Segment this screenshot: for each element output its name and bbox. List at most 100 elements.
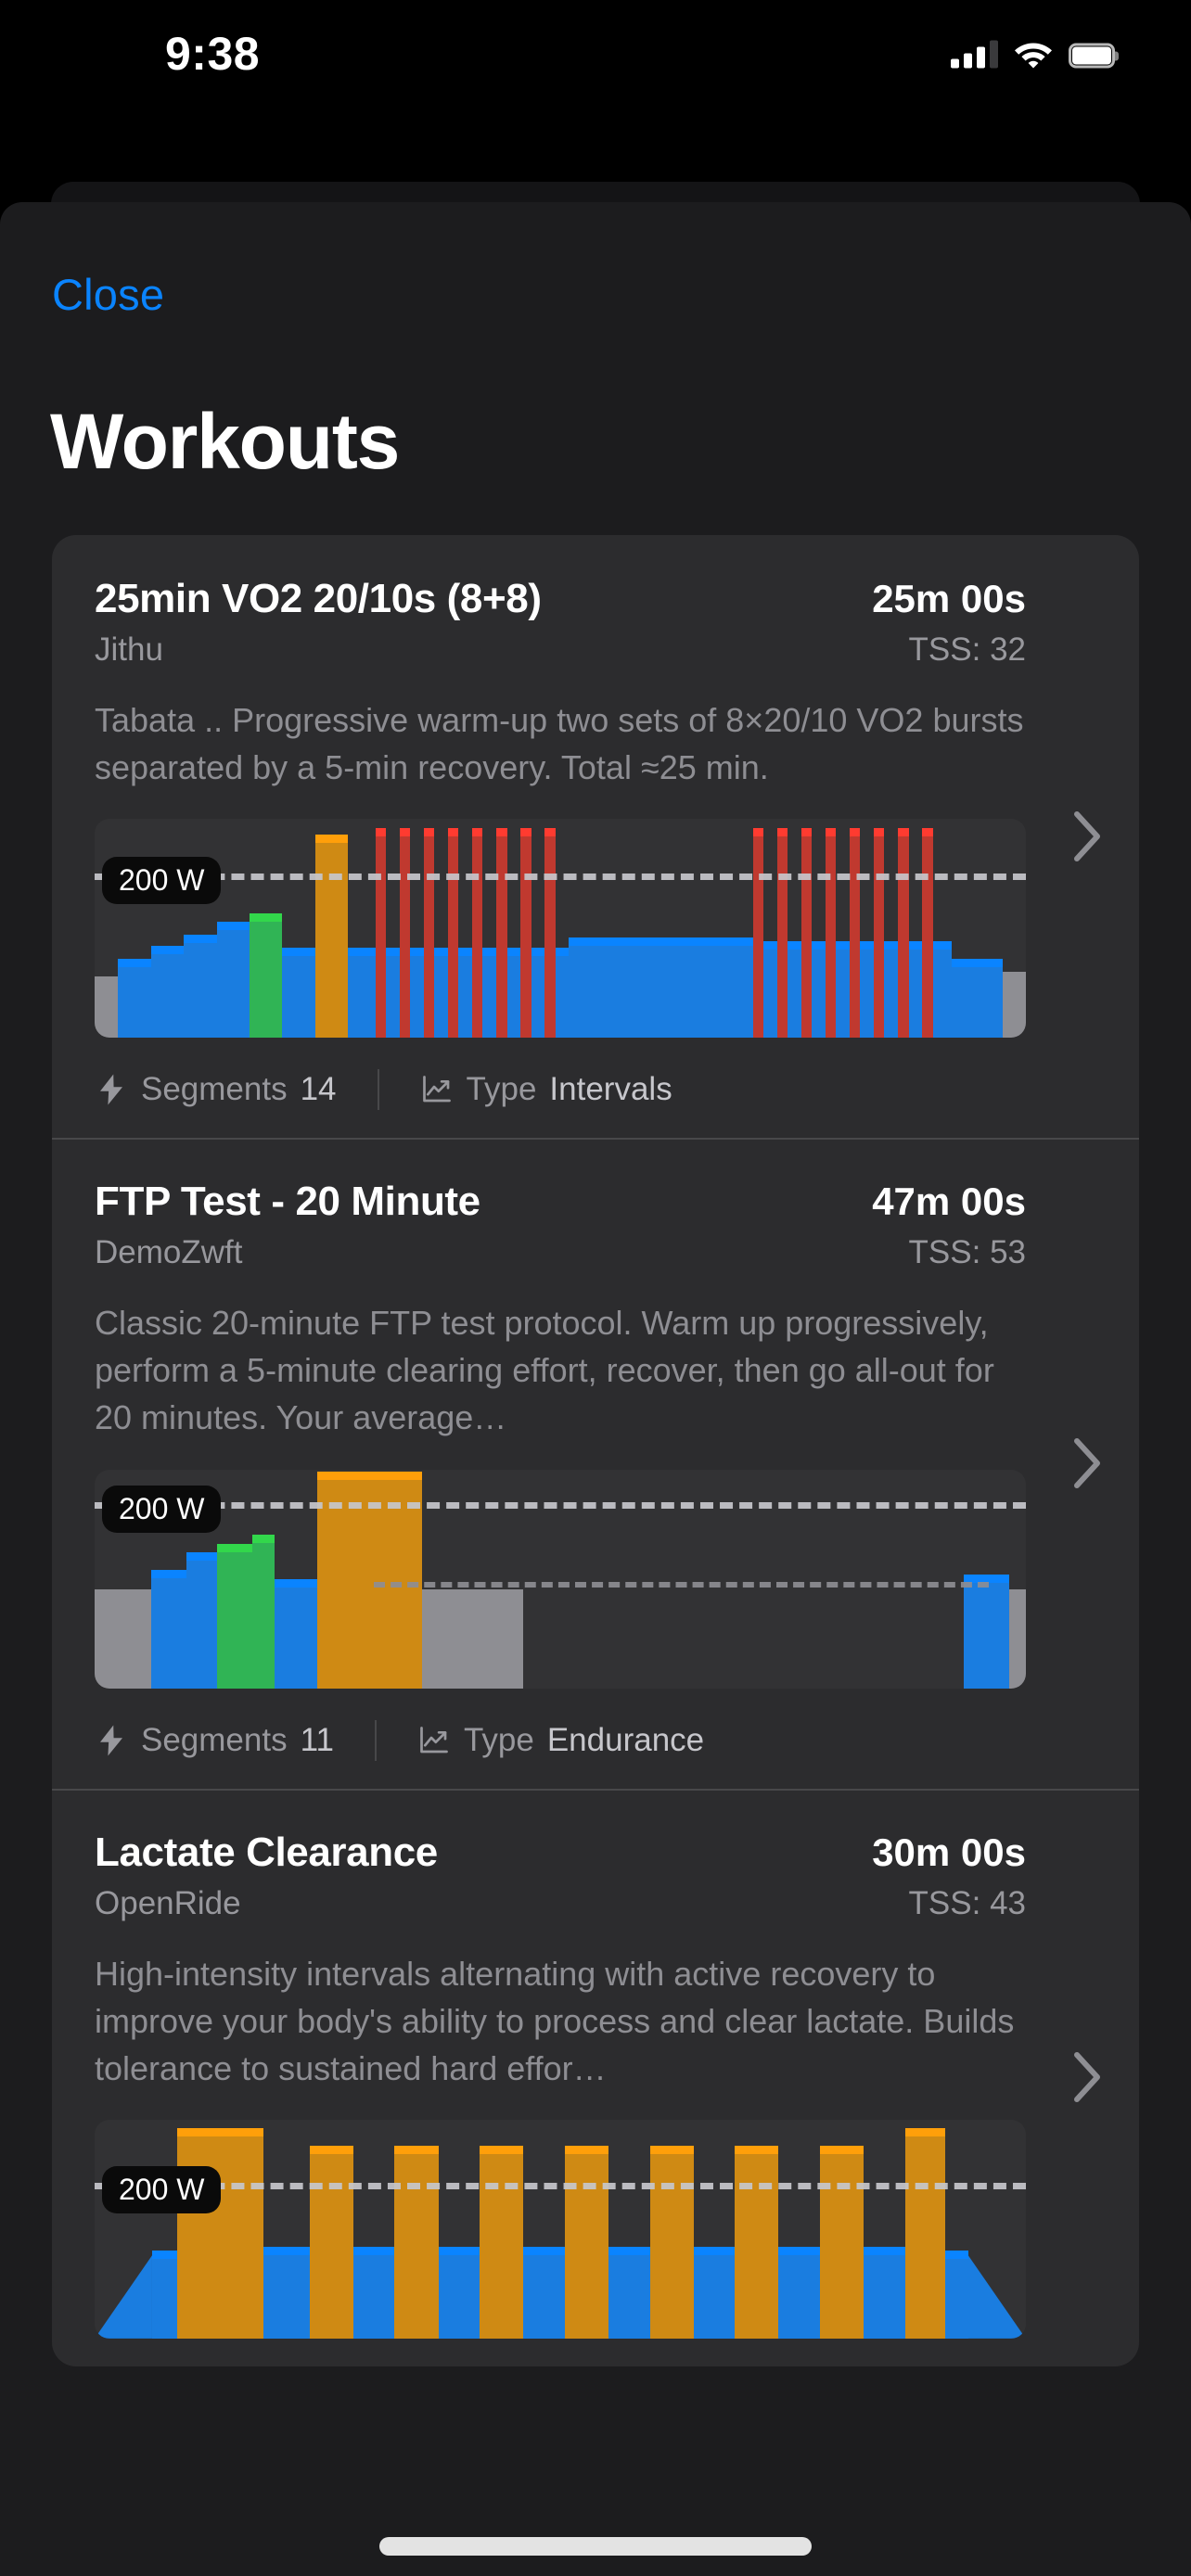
chart-bar	[150, 819, 185, 1039]
chart-bar	[873, 819, 885, 1039]
workout-row[interactable]: FTP Test - 20 Minute 47m 00s DemoZwft TSS: …	[52, 1138, 1139, 1788]
chart-bar	[898, 819, 909, 1039]
chart-bar	[932, 819, 953, 1039]
chart-bar	[884, 819, 899, 1039]
workout-tss: TSS: 43	[908, 1884, 1026, 1921]
type-meta: Type Intervals	[420, 1071, 672, 1108]
chart-bar	[151, 2120, 178, 2339]
chart-bar	[348, 819, 376, 1039]
chart-line-up-icon	[417, 1723, 451, 1758]
chart-bar	[800, 819, 813, 1039]
chart-bar	[945, 2120, 968, 2339]
battery-icon	[1069, 43, 1119, 69]
chart-bar	[904, 2120, 946, 2339]
chart-bar	[776, 819, 788, 1039]
chart-bars	[95, 819, 1026, 1039]
chart-bar	[564, 2120, 608, 2339]
chart-bar	[836, 819, 850, 1039]
chart-bar	[252, 1470, 275, 1689]
chart-bar	[434, 819, 448, 1039]
chart-bar	[952, 819, 1003, 1039]
chart-bar	[1009, 1470, 1026, 1689]
chart-bar	[352, 2120, 395, 2339]
chevron-right-icon[interactable]	[1072, 809, 1104, 864]
chart-bar	[531, 819, 545, 1039]
segments-value: 11	[300, 1721, 334, 1758]
segments-label: Segments	[141, 1721, 288, 1758]
workout-author: DemoZwft	[95, 1234, 243, 1271]
ftp-reference-line	[95, 1502, 1026, 1510]
chart-bar	[569, 819, 753, 1039]
chart-bar	[375, 819, 387, 1039]
workout-meta: Segments 11 Type Endurance	[95, 1719, 1096, 1761]
chart-bar	[523, 2120, 565, 2339]
workout-meta: Segments 14 Type Intervals	[95, 1069, 1096, 1111]
chart-bar	[95, 819, 119, 1039]
chart-bar	[186, 1470, 217, 1689]
type-label: Type	[463, 1721, 534, 1758]
chart-bar	[967, 2120, 1026, 2339]
chart-bar	[118, 819, 151, 1039]
chart-bar	[386, 819, 400, 1039]
status-bar-indicators	[951, 40, 1119, 69]
close-button[interactable]: Close	[52, 270, 165, 319]
chart-bars	[95, 2120, 1026, 2339]
chart-bar	[95, 2120, 152, 2339]
segments-meta: Segments 14	[95, 1071, 337, 1108]
type-value: Intervals	[549, 1071, 672, 1108]
chart-bar	[151, 1470, 187, 1689]
workout-duration: 25m 00s	[872, 577, 1026, 620]
chart-bar	[471, 819, 483, 1039]
workout-power-profile-chart: 200 W	[95, 819, 1026, 1039]
chart-bar	[908, 819, 923, 1039]
secondary-reference-line	[374, 1582, 989, 1588]
workout-row-subheader: DemoZwft TSS: 53	[95, 1234, 1096, 1271]
chart-bar	[819, 2120, 864, 2339]
lightning-bolt-icon	[95, 1723, 128, 1758]
segments-value: 14	[300, 1071, 337, 1108]
wifi-icon	[1014, 40, 1053, 69]
chart-bar	[438, 2120, 480, 2339]
workout-row-header: 25min VO2 20/10s (8+8) 25m 00s	[95, 576, 1096, 622]
workout-power-profile-chart: 200 W	[95, 2119, 1026, 2339]
chart-bar	[423, 819, 435, 1039]
ftp-reference-line	[95, 874, 1026, 881]
chart-bar	[394, 2120, 439, 2339]
chart-bar	[480, 2120, 524, 2339]
workout-title: 25min VO2 20/10s (8+8)	[95, 576, 542, 621]
chart-bar	[608, 2120, 650, 2339]
chart-bar	[95, 1470, 152, 1689]
chart-bar	[693, 2120, 736, 2339]
chart-bar	[544, 819, 556, 1039]
workout-row[interactable]: Lactate Clearance 30m 00s OpenRide TSS: 43 H…	[52, 1788, 1139, 2366]
ftp-value-label: 200 W	[102, 857, 222, 905]
chart-bar	[555, 819, 570, 1039]
chart-bar	[309, 2120, 353, 2339]
chart-line-up-icon	[420, 1072, 454, 1107]
status-bar: 9:38	[0, 0, 1191, 109]
chevron-right-icon[interactable]	[1072, 1435, 1104, 1491]
workout-list: 25min VO2 20/10s (8+8) 25m 00s Jithu TSS: 3…	[52, 535, 1139, 2366]
lightning-bolt-icon	[95, 1072, 128, 1107]
ftp-value-label: 200 W	[102, 1486, 222, 1534]
chart-bar	[864, 2120, 905, 2339]
chart-bar	[763, 819, 777, 1039]
workout-tss: TSS: 32	[908, 631, 1026, 668]
chart-bar	[482, 819, 497, 1039]
chart-bar	[422, 1470, 524, 1689]
chart-bar	[314, 819, 349, 1039]
workout-power-profile-chart: 200 W	[95, 1469, 1026, 1689]
chart-bar	[410, 819, 424, 1039]
status-bar-time: 9:38	[165, 28, 261, 80]
chart-bar	[1002, 819, 1026, 1039]
chart-bar	[216, 819, 250, 1039]
chevron-right-icon[interactable]	[1072, 2049, 1104, 2105]
chart-bar	[778, 2120, 820, 2339]
workout-row[interactable]: 25min VO2 20/10s (8+8) 25m 00s Jithu TSS: 3…	[52, 535, 1139, 1138]
workout-author: OpenRide	[95, 1884, 241, 1921]
workout-description: High-intensity intervals alternating wit…	[95, 1954, 1015, 2087]
workout-row-subheader: Jithu TSS: 32	[95, 631, 1096, 669]
chart-bar	[964, 1470, 1010, 1689]
chart-bar	[249, 819, 283, 1039]
home-indicator[interactable]	[379, 2537, 812, 2556]
